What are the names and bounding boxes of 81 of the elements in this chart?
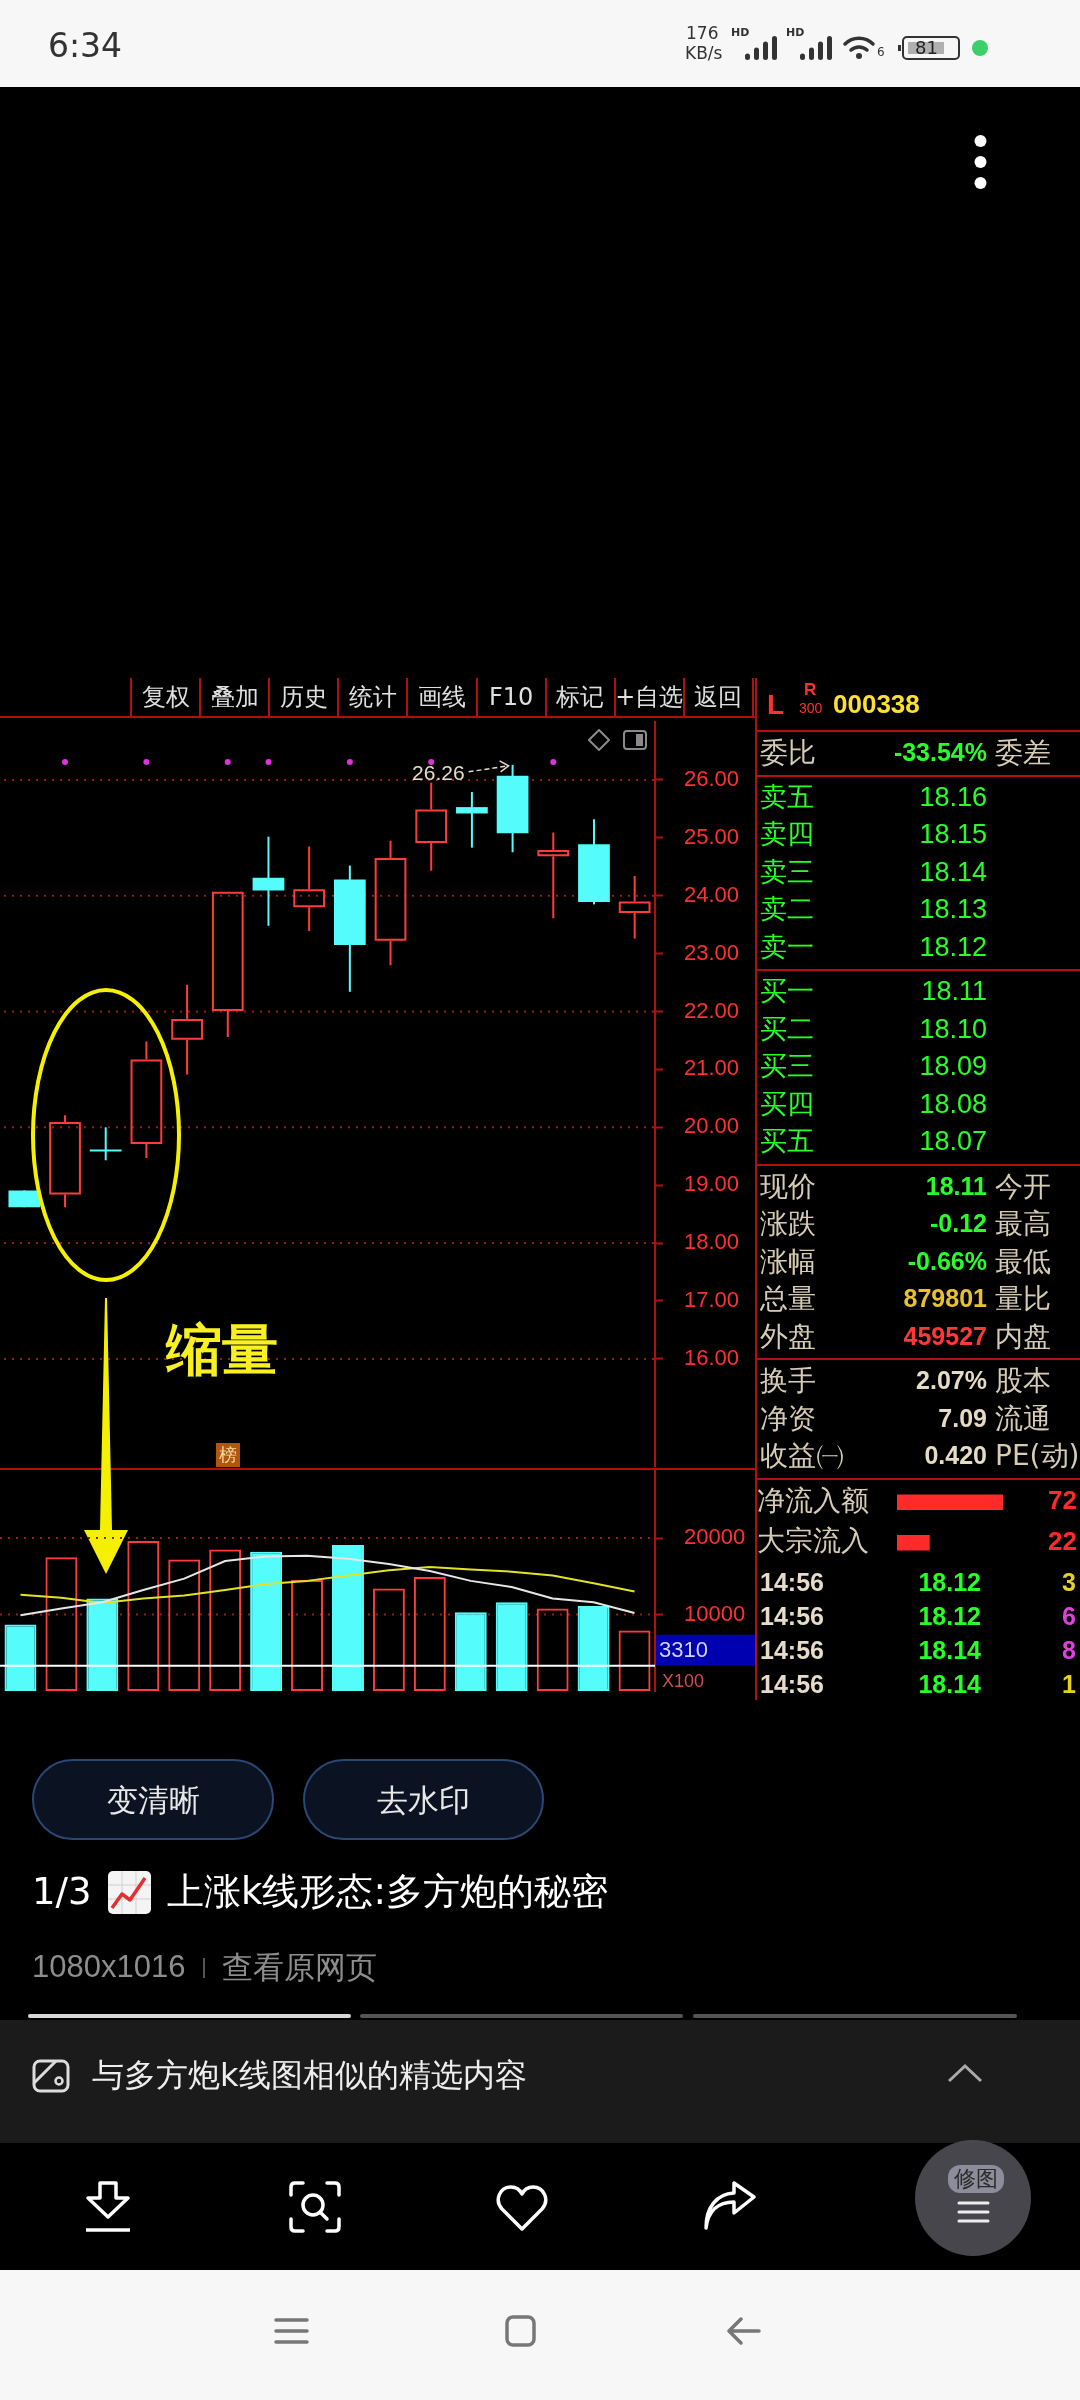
y-tick-label: 25.00 — [684, 823, 740, 849]
text: 卖五 18.16 — [760, 780, 987, 814]
text: 买五 18.07 — [760, 1125, 987, 1158]
ref-line-label: 3310 — [659, 1636, 708, 1662]
text: 涨跌 -0.12 最高 — [760, 1207, 1051, 1240]
candlestick — [415, 781, 448, 872]
text: 卖一 18.12 — [760, 930, 987, 964]
y-tick-label: 24.00 — [684, 881, 740, 907]
data-label: 22 — [1048, 1525, 1077, 1556]
text: 复权 — [141, 683, 190, 711]
candlestick — [618, 875, 651, 940]
text: 涨幅 -0.66% 最低 — [760, 1244, 1051, 1278]
text: 买一 18.11 — [760, 975, 987, 1008]
y-tick-label: 20000 — [684, 1524, 746, 1550]
y-tick-label: 26.00 — [684, 765, 740, 791]
y-tick-label: 22.00 — [684, 997, 740, 1023]
text: 14:56 18.14 8 — [760, 1636, 1076, 1664]
text: 1/3 — [32, 1870, 92, 1914]
text: 买三 18.09 — [760, 1050, 987, 1083]
text: 上涨k线形态:多方炮的秘密 — [167, 1870, 608, 1914]
text: HD — [731, 26, 750, 39]
text: 查看原网页 — [222, 1948, 377, 1986]
text: 卖四 18.15 — [760, 818, 987, 851]
text: 换手 2.07% 股本 — [760, 1364, 1051, 1397]
text: HD — [786, 26, 805, 39]
text: 现价 18.11 今开 — [760, 1169, 1051, 1203]
text: 买二 18.10 — [760, 1012, 987, 1046]
text: KB/s — [685, 43, 723, 63]
candlestick — [537, 831, 570, 920]
text: 委比 -33.54% 委差 — [760, 736, 1051, 769]
text: 标记 — [556, 683, 605, 711]
text: X100 — [662, 1671, 705, 1691]
text: 去水印 — [377, 1781, 470, 1818]
data-label: 72 — [1048, 1485, 1077, 1516]
text: 6:34 — [48, 26, 123, 66]
candlestick — [293, 845, 326, 933]
text: F10 — [488, 683, 534, 711]
text: 买四 18.08 — [760, 1087, 987, 1121]
y-tick-label: 23.00 — [684, 939, 740, 965]
text: 画线 — [417, 683, 466, 711]
text: 历史 — [279, 683, 328, 711]
candlestick — [374, 839, 407, 967]
text: 总量 879801 量比 — [760, 1282, 1051, 1315]
y-tick-label: 16.00 — [684, 1344, 740, 1370]
text: 收益㈠ 0.420 PE(动) — [760, 1439, 1080, 1472]
text: 返回 — [694, 683, 743, 711]
text: 81 — [915, 37, 938, 59]
y-tick-label: 净流入额 — [757, 1483, 869, 1517]
text: 外盘 459527 内盘 — [760, 1319, 1051, 1353]
text: 6 — [877, 45, 885, 59]
y-tick-label: 19.00 — [684, 1171, 740, 1197]
y-tick-label: 17.00 — [684, 1287, 740, 1313]
candlestick — [130, 1040, 163, 1159]
y-tick-label: 21.00 — [684, 1055, 740, 1081]
annotation: 26.26 — [412, 760, 465, 784]
text: 修图 — [948, 2165, 1004, 2193]
text: 176 — [686, 23, 719, 43]
text: +自选 — [615, 683, 684, 711]
y-tick-label: 大宗流入 — [757, 1524, 869, 1558]
text: 统计 — [348, 683, 397, 711]
text: 卖三 18.14 — [760, 855, 987, 889]
annotation: 榜 — [215, 1443, 240, 1467]
text: 变清晰 — [106, 1781, 200, 1818]
text: 叠加 — [210, 683, 259, 711]
candlestick — [89, 1126, 122, 1162]
candlestick — [456, 791, 488, 849]
text: 净资 7.09 流通 — [760, 1401, 1051, 1435]
y-tick-label: 10000 — [684, 1600, 746, 1626]
y-tick-label: 20.00 — [684, 1113, 740, 1139]
candlestick — [49, 1114, 81, 1209]
y-tick-label: 18.00 — [684, 1229, 740, 1255]
text: 1080x1016 — [32, 1948, 186, 1986]
text: 与多方炮k线图相似的精选内容 — [92, 2055, 527, 2095]
text: 14:56 18.12 6 — [760, 1602, 1076, 1630]
candlestick — [252, 835, 285, 927]
candlestick — [171, 983, 203, 1076]
text: 14:56 18.14 1 — [760, 1670, 1076, 1698]
annotation: 缩量 — [165, 1317, 278, 1382]
text: 14:56 18.12 3 — [760, 1568, 1076, 1596]
text: 卖二 18.13 — [760, 893, 987, 926]
candlestick — [211, 891, 244, 1038]
